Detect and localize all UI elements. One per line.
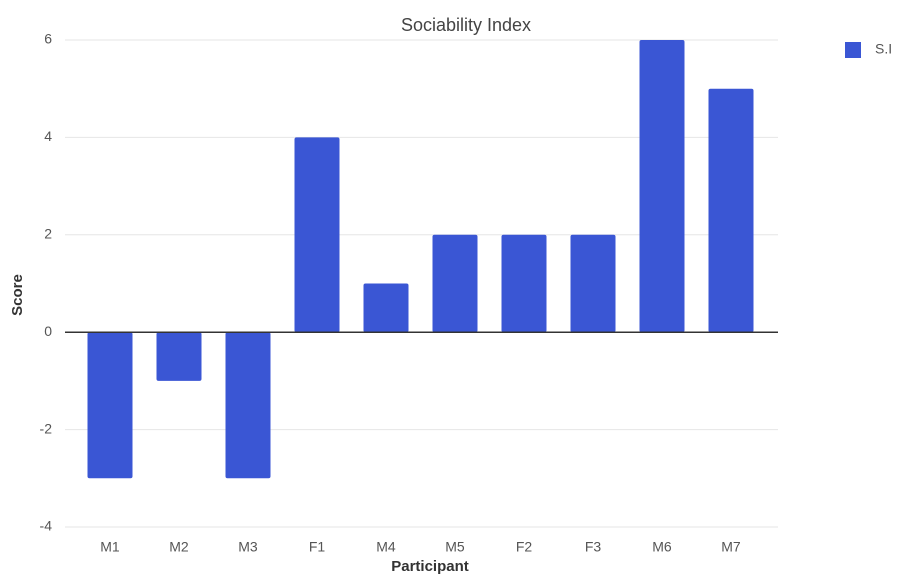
bar (708, 88, 754, 333)
chart-title: Sociability Index (401, 15, 531, 35)
y-tick-label: -4 (40, 518, 53, 534)
bar (156, 332, 202, 381)
y-tick-label: 0 (44, 323, 52, 339)
bar (225, 332, 271, 479)
bar (639, 40, 685, 333)
bar (87, 332, 133, 479)
bar (501, 234, 547, 333)
bar (363, 283, 409, 333)
x-tick-label: M6 (652, 539, 672, 555)
legend-swatch (845, 42, 861, 58)
x-tick-label: F1 (309, 539, 326, 555)
x-tick-label: M2 (169, 539, 189, 555)
legend-label: S.I (875, 41, 892, 57)
bar (432, 234, 478, 333)
x-tick-label: M7 (721, 539, 741, 555)
x-tick-label: M4 (376, 539, 396, 555)
bar (294, 137, 340, 333)
y-tick-label: 6 (44, 31, 52, 47)
y-axis-label: Score (9, 274, 26, 316)
x-axis-label: Participant (391, 558, 469, 575)
x-tick-label: M3 (238, 539, 258, 555)
x-tick-label: F3 (585, 539, 602, 555)
y-tick-label: 2 (44, 226, 52, 242)
bar (570, 234, 616, 333)
y-tick-label: -2 (40, 420, 53, 436)
x-tick-label: M1 (100, 539, 120, 555)
x-tick-label: M5 (445, 539, 465, 555)
y-tick-label: 4 (44, 128, 52, 144)
x-tick-label: F2 (516, 539, 533, 555)
